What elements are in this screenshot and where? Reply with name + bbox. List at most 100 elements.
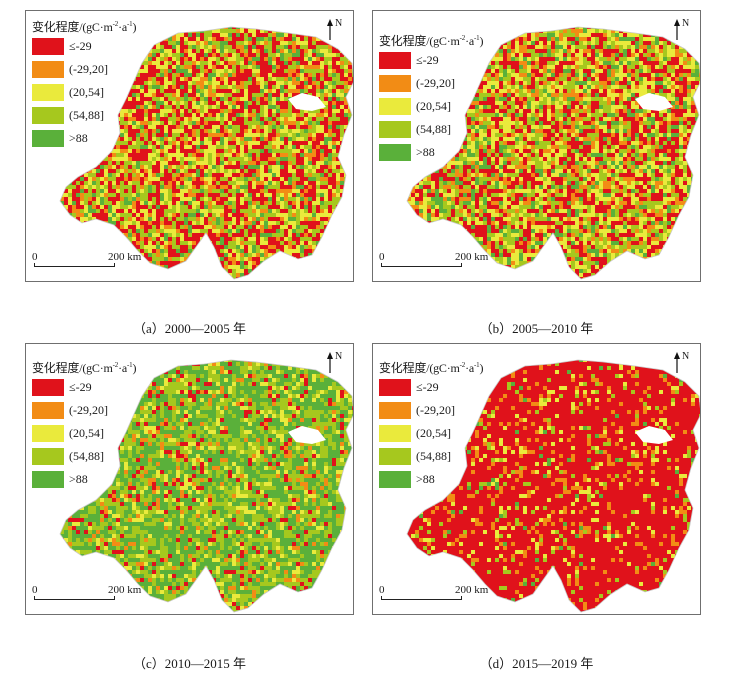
raster-cell: [104, 93, 108, 97]
raster-cell: [272, 173, 276, 177]
raster-cell: [328, 273, 332, 277]
raster-cell: [104, 149, 108, 153]
raster-cell: [212, 137, 216, 141]
raster-cell: [272, 27, 276, 29]
raster-cell: [88, 169, 92, 173]
raster-cell: [256, 137, 260, 141]
raster-cell: [288, 257, 292, 261]
raster-cell: [687, 89, 691, 93]
raster-cell: [128, 129, 132, 133]
raster-cell: [455, 49, 459, 53]
raster-cell: [168, 61, 172, 65]
raster-cell: [332, 93, 336, 97]
raster-cell: [627, 81, 631, 85]
raster-cell: [132, 157, 136, 161]
raster-cell: [156, 117, 160, 121]
raster-cell: [132, 133, 136, 137]
raster-cell: [220, 229, 224, 233]
raster-cell: [132, 69, 136, 73]
raster-cell: [200, 197, 204, 201]
raster-cell: [104, 273, 108, 277]
raster-cell: [196, 133, 200, 137]
raster-cell: [276, 241, 280, 245]
raster-cell: [340, 57, 344, 61]
raster-cell: [180, 185, 184, 189]
raster-cell: [559, 37, 563, 41]
raster-cell: [663, 57, 667, 61]
raster-cell: [108, 81, 112, 85]
raster-cell: [248, 185, 252, 189]
raster-cell: [184, 141, 188, 145]
raster-cell: [240, 265, 244, 269]
raster-cell: [228, 269, 232, 273]
raster-cell: [695, 65, 699, 69]
raster-cell: [72, 153, 76, 157]
raster-cell: [96, 193, 100, 197]
raster-cell: [268, 201, 272, 205]
raster-cell: [463, 89, 467, 93]
raster-cell: [511, 69, 515, 73]
raster-cell: [172, 117, 176, 121]
raster-cell: [659, 89, 663, 93]
raster-cell: [56, 277, 60, 281]
raster-cell: [491, 77, 495, 81]
raster-cell: [308, 249, 312, 253]
raster-cell: [188, 225, 192, 229]
raster-cell: [180, 27, 184, 29]
raster-cell: [288, 65, 292, 69]
raster-cell: [124, 61, 128, 65]
raster-cell: [284, 93, 288, 97]
raster-cell: [96, 153, 100, 157]
raster-cell: [200, 109, 204, 113]
raster-cell: [160, 133, 164, 137]
raster-cell: [475, 65, 479, 69]
raster-cell: [168, 249, 172, 253]
raster-cell: [96, 209, 100, 213]
raster-cell: [304, 273, 308, 277]
raster-cell: [248, 93, 252, 97]
raster-cell: [224, 205, 228, 209]
raster-cell: [276, 177, 280, 181]
raster-cell: [292, 65, 296, 69]
raster-cell: [439, 65, 443, 69]
raster-cell: [184, 89, 188, 93]
raster-cell: [136, 53, 140, 57]
raster-cell: [92, 181, 96, 185]
raster-cell: [204, 229, 208, 233]
raster-cell: [188, 77, 192, 81]
raster-cell: [212, 141, 216, 145]
raster-cell: [312, 121, 316, 125]
raster-cell: [304, 49, 308, 53]
raster-cell: [96, 177, 100, 181]
raster-cell: [232, 245, 236, 249]
raster-cell: [499, 97, 503, 101]
raster-cell: [100, 213, 104, 217]
raster-cell: [352, 169, 353, 173]
raster-cell: [308, 109, 312, 113]
raster-cell: [168, 209, 172, 213]
raster-cell: [252, 89, 256, 93]
raster-cell: [160, 117, 164, 121]
raster-cell: [288, 105, 292, 109]
raster-cell: [683, 49, 687, 53]
raster-cell: [284, 53, 288, 57]
raster-cell: [296, 125, 300, 129]
raster-cell: [256, 201, 260, 205]
raster-cell: [252, 85, 256, 89]
raster-cell: [352, 117, 353, 121]
raster-cell: [284, 209, 288, 213]
raster-cell: [196, 221, 200, 225]
raster-cell: [120, 81, 124, 85]
raster-cell: [292, 253, 296, 257]
raster-cell: [324, 161, 328, 165]
raster-cell: [312, 81, 316, 85]
raster-cell: [288, 137, 292, 141]
raster-cell: [180, 221, 184, 225]
raster-cell: [679, 69, 683, 73]
raster-cell: [348, 97, 352, 101]
raster-cell: [332, 117, 336, 121]
raster-cell: [252, 209, 256, 213]
raster-cell: [252, 161, 256, 165]
raster-cell: [483, 41, 487, 45]
raster-cell: [292, 33, 296, 37]
